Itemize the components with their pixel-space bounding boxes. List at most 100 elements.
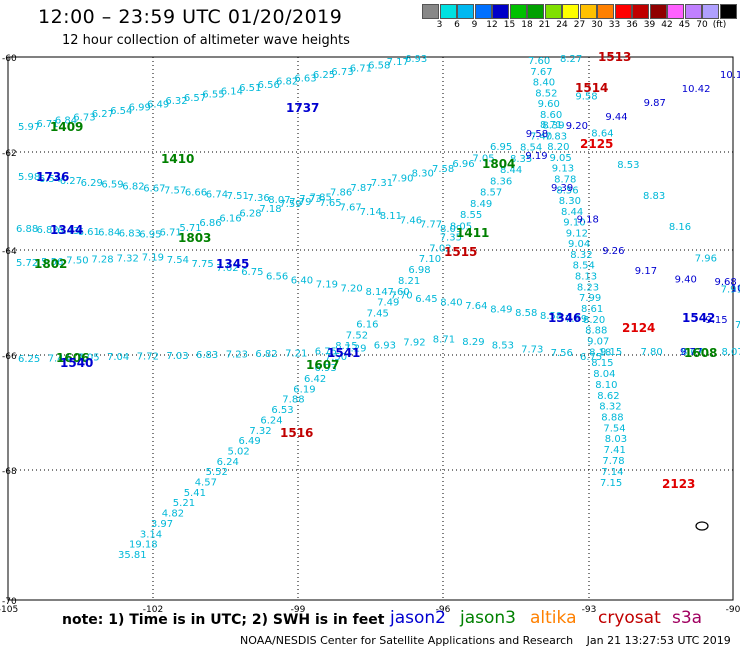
swh-value: 6.74 [206, 189, 228, 200]
pass-label-1737: 1737 [286, 101, 319, 115]
swh-value: 7.32 [117, 254, 139, 265]
swh-value: 10.42 [682, 84, 711, 95]
legend-jason2: jason2 [390, 608, 446, 628]
swh-value: 7.17 [387, 57, 409, 68]
swh-value: 6.49 [239, 436, 261, 447]
scale-swatch [439, 4, 457, 19]
swh-value: 7.32 [249, 426, 271, 437]
scale-swatch [527, 4, 544, 19]
swh-value: 7.60 [528, 56, 550, 67]
pass-label-1607: 1607 [306, 358, 339, 372]
swh-value: 6.32 [165, 96, 187, 107]
scale-label: 9 [471, 20, 478, 30]
swh-value: 9.77 [680, 347, 702, 358]
swh-value: 7.04 [107, 352, 129, 363]
swh-value: 9.17 [635, 266, 657, 277]
pass-label-1344: 1344 [50, 223, 83, 237]
swh-value: 7.20 [341, 284, 363, 295]
swh-value: 7.35 [440, 233, 462, 244]
swh-value: 9.39 [551, 183, 573, 194]
scale-swatch [509, 4, 527, 19]
swh-value: 8.36 [490, 176, 512, 187]
swh-value: 9.58 [526, 129, 548, 140]
scale-swatch [684, 4, 702, 19]
scale-label: 15 [503, 20, 516, 30]
swh-value: 7.59 [279, 199, 301, 210]
swh-value: 9.07 [587, 337, 609, 348]
swh-value: 8.88 [585, 326, 607, 337]
swh-value: 6.40 [291, 276, 313, 287]
swh-value: 6.25 [18, 354, 40, 365]
swh-value: 6.51 [239, 83, 261, 94]
swh-value: 7.67 [530, 67, 552, 78]
swh-value: 7.60 [388, 287, 410, 298]
swh-value: 8.62 [597, 391, 619, 402]
swh-value: 9.05 [550, 153, 572, 164]
swh-value: 6.82 [276, 77, 298, 88]
swh-value: 9.44 [605, 112, 627, 123]
swh-value: 6.82 [255, 349, 277, 360]
swh-value: 9.12 [566, 228, 588, 239]
swh-value: 7.99 [565, 314, 587, 325]
swh-value: 8.40 [533, 78, 555, 89]
swh-value: 5.56 [41, 257, 63, 268]
swh-value: 8.83 [643, 191, 665, 202]
pass-label-2125: 2125 [580, 137, 613, 151]
swh-value: 8.07 [268, 195, 290, 206]
swh-value: 8.54 [573, 261, 595, 272]
swh-value: 7.03 [166, 351, 188, 362]
swh-value: 7.83 [545, 131, 567, 142]
swh-value: 6.16 [219, 213, 241, 224]
swh-value: 7.50 [325, 352, 347, 363]
swh-value: 6.83 [119, 229, 141, 240]
note-text: note: 1) Time is in UTC; 2) SWH is in fe… [62, 612, 385, 628]
lon-label: -93 [582, 605, 597, 615]
scale-swatch [649, 4, 667, 19]
swh-value: 8.16 [669, 222, 691, 233]
swh-value: 9.04 [568, 239, 590, 250]
swh-value: 5.71 [179, 223, 201, 234]
pass-label-1736: 1736 [36, 170, 69, 184]
swh-value: 7.36 [248, 193, 270, 204]
swh-value: 7.67 [340, 203, 362, 214]
scale-swatch [474, 4, 492, 19]
scale-label: 18 [521, 20, 533, 30]
swh-value: 6.56 [258, 80, 280, 91]
swh-value: 9.58 [575, 92, 597, 103]
lon-label: -102 [143, 605, 163, 615]
scale-label: (ft) [712, 20, 727, 30]
swh-value: 8.60 [540, 110, 562, 121]
swh-value: 8.27 [560, 54, 582, 65]
scale-swatch [579, 4, 597, 19]
swh-value: 6.61 [78, 227, 100, 238]
swh-value: 8.56 [556, 185, 578, 196]
swh-value: 7.10 [419, 254, 441, 265]
swh-value: 6.25 [313, 70, 335, 81]
pass-label-1411: 1411 [456, 226, 489, 240]
scale-label: 6 [454, 20, 460, 30]
swh-value: 7.05 [77, 353, 99, 364]
swh-value: 8.61 [581, 304, 603, 315]
footer: NOAA/NESDIS Center for Satellite Applica… [240, 634, 731, 647]
swh-value: 7.88 [282, 395, 304, 406]
swh-value: 6.45 [415, 294, 437, 305]
swh-value: 6.67 [143, 184, 165, 195]
swh-value: 8.71 [540, 120, 562, 131]
pass-label-1346: 1346 [548, 311, 581, 325]
swh-value: 6.96 [452, 159, 474, 170]
swh-value: 8.23 [577, 282, 599, 293]
swh-value: 6.55 [202, 90, 224, 101]
swh-value: 6.95 [139, 230, 161, 241]
swh-value: 8.35 [510, 154, 532, 165]
swh-value: 6.63 [294, 73, 316, 84]
swh-value: 6.28 [239, 209, 261, 220]
axis-labels: -60 -62 -64 -66 -68 -70-105 -102 -99 -96 -93 -90 [0, 54, 740, 615]
swh-value: 5.52 [206, 467, 228, 478]
swh-value: 6.14 [221, 86, 243, 97]
swh-value: 7.45 [367, 309, 389, 320]
map-frame [7, 56, 734, 601]
swh-value: 7.41 [604, 445, 626, 456]
swh-value: 9.26 [602, 246, 624, 257]
swh-value: 8.18 [589, 347, 611, 358]
swh-value: 6.19 [293, 384, 315, 395]
